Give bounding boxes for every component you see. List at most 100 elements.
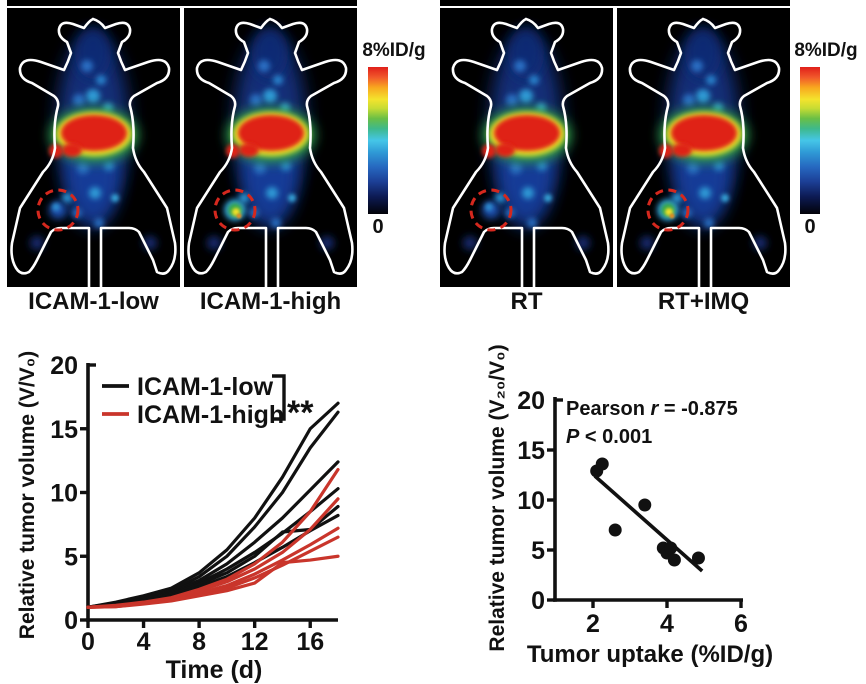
- mouse-body-outline: [620, 17, 787, 289]
- heatmap-blob: [691, 60, 703, 72]
- heatmap-blob: [640, 236, 654, 250]
- heatmap-blob: [75, 27, 111, 79]
- pet-image-icam1-high: [184, 8, 357, 289]
- x-tick-label: 6: [734, 610, 748, 638]
- intensity-colorbar: [368, 67, 388, 214]
- pet-panel-label: RT+IMQ: [657, 288, 750, 315]
- heatmap-blob: [239, 193, 249, 203]
- heatmap-blob: [522, 187, 534, 199]
- heatmap-blob: [696, 89, 710, 103]
- pet-panel-label: ICAM-1-low: [28, 288, 159, 315]
- heatmap-blob: [288, 194, 296, 202]
- heatmap-blob: [73, 94, 85, 106]
- colorbar-min-label: 0: [804, 216, 816, 238]
- heatmap-blob: [537, 161, 547, 171]
- y-tick-label: 10: [517, 487, 545, 515]
- heatmap-blob: [266, 187, 278, 199]
- heatmap-blob: [96, 75, 106, 85]
- heatmap-blob: [510, 162, 522, 174]
- heatmap-blob: [89, 187, 101, 199]
- uptake-correlation-chart: 2 4 6 0 5 10 15 20 Tumor uptake (%ID/g) Relative …: [486, 344, 773, 668]
- pet-top-crop-sliver: [7, 0, 357, 6]
- heatmap-blob: [77, 162, 89, 174]
- pet-top-crop-sliver: [440, 0, 790, 6]
- stats-annotation: P < 0.001: [566, 426, 652, 448]
- x-axis-title: Time (d): [166, 656, 263, 684]
- pet-panel-label: RT: [510, 288, 543, 315]
- y-axis-title: Relative tumor volume (V₂₀/V₀): [486, 344, 509, 651]
- heatmap-blob: [494, 115, 560, 151]
- heatmap-blob: [706, 75, 716, 85]
- heatmap-blob: [61, 115, 127, 151]
- mouse-pet-scan: [617, 8, 790, 289]
- x-tick-label: 12: [241, 628, 269, 656]
- x-tick-label: 4: [660, 610, 674, 638]
- heatmap-blob: [672, 193, 682, 203]
- heatmap-blob: [111, 194, 119, 202]
- tumor-roi-dashed-circle: [646, 188, 690, 232]
- scatter-point: [664, 541, 678, 555]
- heatmap-blob: [236, 213, 242, 219]
- y-tick-label: 20: [50, 352, 78, 380]
- y-tick-label: 20: [517, 387, 545, 415]
- heatmap-blob: [519, 89, 533, 103]
- y-tick-label: 15: [517, 437, 545, 465]
- scatter-point: [638, 498, 652, 512]
- regression-line: [593, 474, 704, 573]
- heatmap-blob: [81, 60, 93, 72]
- x-tick-label: 16: [296, 628, 324, 656]
- heatmap-blob: [704, 218, 714, 228]
- heatmap-blob: [281, 161, 291, 171]
- mouse-body-outline: [443, 17, 610, 289]
- heatmap-blob: [30, 236, 44, 250]
- tumor-roi-dashed-circle: [36, 188, 80, 232]
- scatter-point: [595, 457, 609, 471]
- y-tick-label: 10: [50, 480, 78, 508]
- x-axis-title: Tumor uptake (%ID/g): [527, 641, 773, 668]
- significance-stars: **: [287, 394, 314, 432]
- intensity-colorbar: [800, 67, 820, 214]
- legend-label: ICAM-1-low: [137, 373, 274, 401]
- heatmap-blob: [544, 194, 552, 202]
- colorbar-max-label: 8%ID/g: [794, 40, 858, 61]
- heatmap-blob: [683, 94, 695, 106]
- y-tick-label: 0: [531, 587, 545, 615]
- heatmap-blob: [669, 213, 675, 219]
- y-tick-label: 15: [50, 416, 78, 444]
- mouse-pet-scan: [184, 8, 357, 289]
- colorbar-min-label: 0: [372, 216, 384, 238]
- scatter-point: [667, 553, 681, 567]
- legend-label: ICAM-1-high: [137, 401, 284, 429]
- growth-curve: [86, 554, 340, 609]
- heatmap-blob: [672, 143, 692, 157]
- pet-panel-label: ICAM-1-high: [199, 288, 342, 315]
- y-tick-label: 5: [531, 537, 545, 565]
- colorbar-max-label: 8%ID/g: [362, 40, 426, 61]
- mouse-body-outline: [10, 17, 177, 289]
- heatmap-blob: [514, 60, 526, 72]
- heatmap-blob: [271, 218, 281, 228]
- heatmap-blob: [104, 161, 114, 171]
- heatmap-blob: [86, 89, 100, 103]
- heatmap-blob: [254, 162, 266, 174]
- heatmap-blob: [485, 203, 493, 211]
- heatmap-blob: [252, 27, 288, 79]
- heatmap-blob: [685, 27, 721, 79]
- x-tick-label: 2: [586, 610, 600, 638]
- pet-image-rt-imq: [617, 8, 790, 289]
- heatmap-blob: [258, 60, 270, 72]
- mouse-body-outline: [187, 17, 354, 289]
- y-tick-label: 5: [64, 543, 78, 571]
- scatter-point: [608, 523, 622, 537]
- heatmap-blob: [699, 187, 711, 199]
- heatmap-blob: [273, 75, 283, 85]
- heatmap-blob: [263, 89, 277, 103]
- mouse-pet-scan: [7, 8, 180, 289]
- heatmap-blob: [62, 193, 72, 203]
- heatmap-blob: [495, 143, 515, 157]
- tumor-growth-chart: 0 4 8 12 16 0 5 10 15 20 Time (d) Relative tumor vo…: [16, 351, 340, 684]
- heatmap-blob: [94, 218, 104, 228]
- pet-image-rt: [440, 8, 613, 289]
- heatmap-blob: [508, 27, 544, 79]
